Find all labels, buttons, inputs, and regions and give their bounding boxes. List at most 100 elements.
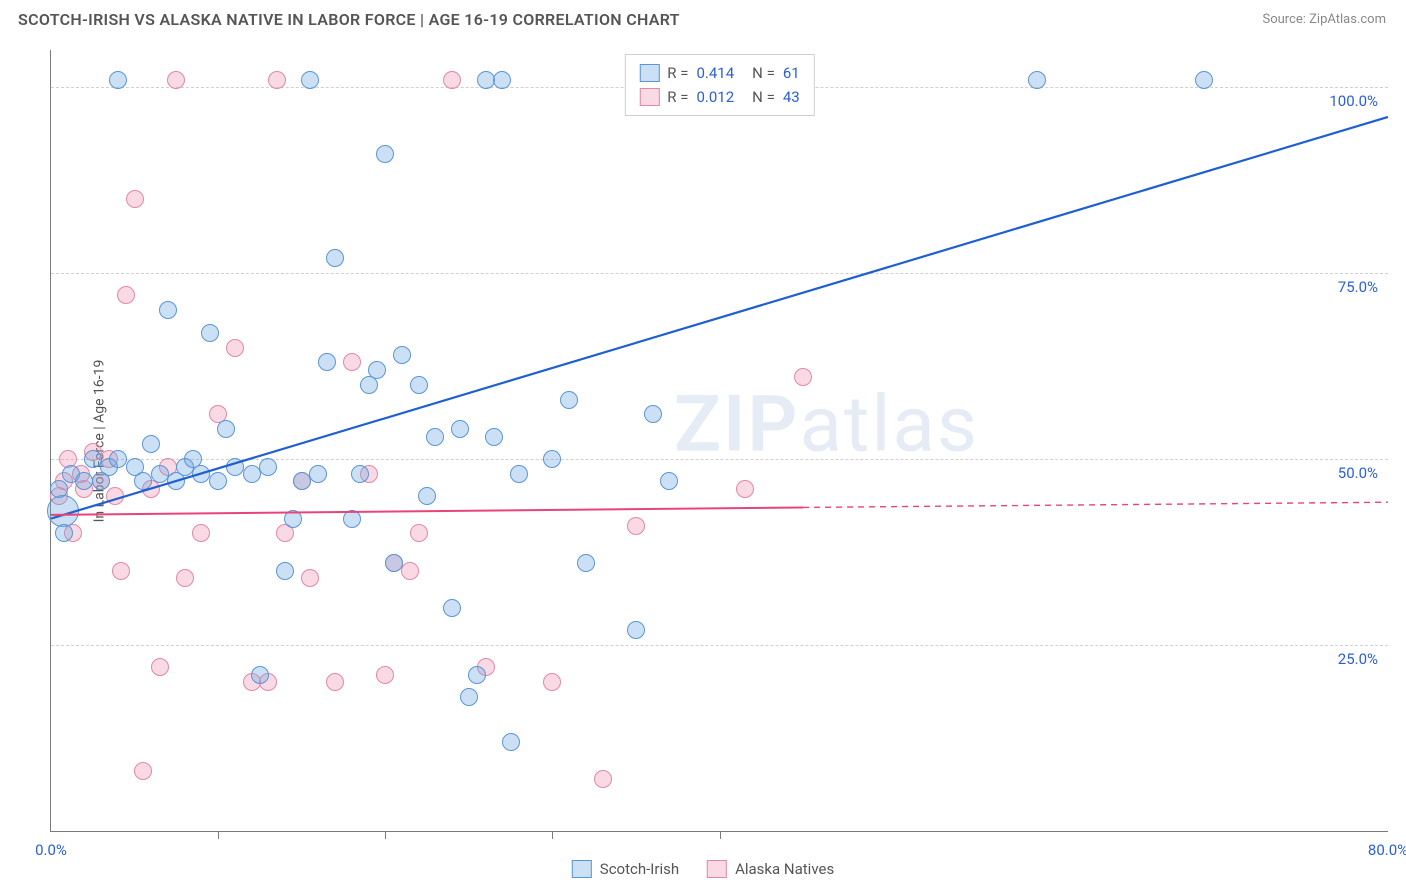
scatter-point [443, 599, 461, 617]
scatter-point [109, 450, 127, 468]
scatter-point [226, 458, 244, 476]
scatter-point [268, 71, 286, 89]
legend-row-alaska: R = 0.012 N = 43 [639, 85, 799, 109]
scatter-point [134, 762, 152, 780]
scatter-point [644, 405, 662, 423]
scatter-point [176, 569, 194, 587]
scatter-point [142, 435, 160, 453]
scatter-point [627, 621, 645, 639]
scatter-point [293, 472, 311, 490]
swatch-alaska-icon [707, 860, 727, 878]
scatter-point [134, 472, 152, 490]
scatter-point [368, 361, 386, 379]
scatter-point [468, 666, 486, 684]
scatter-point [301, 569, 319, 587]
scatter-point [226, 339, 244, 357]
scatter-point [736, 480, 754, 498]
scatter-point [167, 71, 185, 89]
xtick-label: 0.0% [35, 841, 67, 859]
scatter-point [192, 465, 210, 483]
scatter-point [326, 673, 344, 691]
scatter-point [376, 145, 394, 163]
scatter-point [451, 420, 469, 438]
legend-series: Scotch-Irish Alaska Natives [572, 860, 834, 878]
chart-area: In Labor Force | Age 16-19 ZIPatlas R = … [50, 50, 1388, 832]
scatter-point [627, 517, 645, 535]
ytick-label: 75.0% [1338, 278, 1378, 296]
swatch-alaska-icon [639, 88, 659, 106]
scatter-point [660, 472, 678, 490]
scatter-point [460, 688, 478, 706]
scatter-point [209, 472, 227, 490]
watermark: ZIPatlas [674, 379, 979, 470]
gridline [51, 645, 1388, 646]
scatter-point [151, 658, 169, 676]
scatter-point [326, 249, 344, 267]
legend-label-scotch: Scotch-Irish [600, 860, 679, 878]
xtick [218, 831, 219, 839]
scatter-point [385, 554, 403, 572]
r-value-alaska: 0.012 [696, 85, 734, 109]
scatter-point [1195, 71, 1213, 89]
scatter-point [159, 301, 177, 319]
scatter-point [126, 190, 144, 208]
legend-item-scotch: Scotch-Irish [572, 860, 679, 878]
scatter-point [594, 770, 612, 788]
chart-title: SCOTCH-IRISH VS ALASKA NATIVE IN LABOR F… [18, 10, 680, 29]
n-value-scotch: 61 [783, 61, 800, 85]
scatter-point [1028, 71, 1046, 89]
scatter-point [243, 465, 261, 483]
scatter-point [151, 465, 169, 483]
scatter-point [259, 458, 277, 476]
xtick [720, 831, 721, 839]
swatch-scotch-icon [572, 860, 592, 878]
scatter-point [351, 465, 369, 483]
n-value-alaska: 43 [783, 85, 800, 109]
scatter-point [343, 510, 361, 528]
scatter-point [577, 554, 595, 572]
scatter-point [318, 353, 336, 371]
scatter-point [485, 428, 503, 446]
scatter-point [426, 428, 444, 446]
scatter-point [276, 562, 294, 580]
scatter-point [112, 562, 130, 580]
scatter-point [401, 562, 419, 580]
scatter-point [493, 71, 511, 89]
scatter-point [109, 71, 127, 89]
ytick-label: 100.0% [1329, 92, 1378, 110]
scatter-point [560, 391, 578, 409]
legend-row-scotch: R = 0.414 N = 61 [639, 61, 799, 85]
xtick [385, 831, 386, 839]
scatter-point [117, 286, 135, 304]
scatter-point [543, 450, 561, 468]
ytick-label: 25.0% [1338, 650, 1378, 668]
source-attribution: Source: ZipAtlas.com [1262, 12, 1386, 27]
scatter-point [284, 510, 302, 528]
r-value-scotch: 0.414 [696, 61, 734, 85]
scatter-point [217, 420, 235, 438]
plot-region: ZIPatlas R = 0.414 N = 61 R = 0.012 N = … [50, 50, 1388, 832]
trend-lines [51, 50, 1388, 831]
scatter-point [192, 524, 210, 542]
ytick-label: 50.0% [1338, 464, 1378, 482]
scatter-point [794, 368, 812, 386]
scatter-point [47, 495, 79, 527]
scatter-point [376, 666, 394, 684]
scatter-point [502, 733, 520, 751]
scatter-point [251, 666, 269, 684]
legend-stats: R = 0.414 N = 61 R = 0.012 N = 43 [624, 54, 814, 116]
scatter-point [543, 673, 561, 691]
scatter-point [201, 324, 219, 342]
scatter-point [309, 465, 327, 483]
legend-label-alaska: Alaska Natives [735, 860, 834, 878]
swatch-scotch-icon [639, 64, 659, 82]
scatter-point [75, 472, 93, 490]
scatter-point [477, 71, 495, 89]
scatter-point [510, 465, 528, 483]
gridline [51, 273, 1388, 274]
scatter-point [410, 524, 428, 542]
scatter-point [393, 346, 411, 364]
legend-item-alaska: Alaska Natives [707, 860, 834, 878]
xtick-label: 80.0% [1368, 841, 1406, 859]
scatter-point [443, 71, 461, 89]
